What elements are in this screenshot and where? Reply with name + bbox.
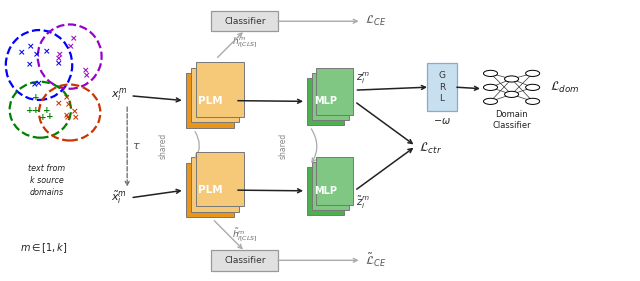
Text: $h_{i[CLS]}^m$: $h_{i[CLS]}^m$ xyxy=(232,36,257,50)
Text: +: + xyxy=(46,112,54,121)
Text: $-\omega$: $-\omega$ xyxy=(433,116,451,126)
Text: ×: × xyxy=(33,51,40,60)
Text: ×: × xyxy=(54,99,62,108)
Text: ×: × xyxy=(71,107,78,116)
Text: ×: × xyxy=(55,59,62,68)
FancyBboxPatch shape xyxy=(427,63,458,111)
Text: +: + xyxy=(31,93,39,102)
FancyBboxPatch shape xyxy=(196,152,244,206)
Circle shape xyxy=(483,70,497,76)
Text: ×: × xyxy=(72,113,79,122)
Circle shape xyxy=(504,91,518,98)
Text: +: + xyxy=(32,106,40,115)
Text: $z_i^m$: $z_i^m$ xyxy=(356,71,371,86)
Text: ×: × xyxy=(65,100,72,109)
Circle shape xyxy=(525,98,540,105)
FancyBboxPatch shape xyxy=(307,167,344,215)
Text: $m \in [1, k]$: $m \in [1, k]$ xyxy=(20,241,67,255)
Text: ×: × xyxy=(56,50,63,59)
Text: G
R
L: G R L xyxy=(438,71,445,103)
Text: ×: × xyxy=(55,54,63,63)
Text: MLP: MLP xyxy=(314,186,337,196)
Text: MLP: MLP xyxy=(314,96,337,106)
Circle shape xyxy=(525,84,540,90)
Text: ×: × xyxy=(83,71,90,80)
Text: ×: × xyxy=(81,67,89,76)
Text: ×: × xyxy=(18,48,26,57)
Text: ×: × xyxy=(30,80,38,89)
Text: +: + xyxy=(42,106,50,115)
Text: +: + xyxy=(39,113,47,123)
Text: $\mathcal{L}_{CE}$: $\mathcal{L}_{CE}$ xyxy=(365,14,386,28)
Text: text from
k source
domains: text from k source domains xyxy=(28,164,65,197)
FancyBboxPatch shape xyxy=(312,162,349,210)
FancyBboxPatch shape xyxy=(211,250,278,271)
Text: Classifier: Classifier xyxy=(224,17,266,26)
Text: shared: shared xyxy=(278,133,287,159)
Circle shape xyxy=(483,98,497,105)
Text: $\tilde{h}_{i[CLS]}^m$: $\tilde{h}_{i[CLS]}^m$ xyxy=(232,226,257,243)
FancyBboxPatch shape xyxy=(211,11,278,31)
FancyBboxPatch shape xyxy=(307,78,344,125)
Circle shape xyxy=(525,70,540,76)
Text: Classifier: Classifier xyxy=(224,256,266,265)
Text: $\tilde{\mathcal{L}}_{CE}$: $\tilde{\mathcal{L}}_{CE}$ xyxy=(365,251,386,269)
Text: PLM: PLM xyxy=(198,96,222,106)
FancyBboxPatch shape xyxy=(196,62,244,117)
Text: +: + xyxy=(26,106,33,115)
Text: ×: × xyxy=(70,35,77,44)
FancyBboxPatch shape xyxy=(312,72,349,120)
Text: PLM: PLM xyxy=(198,185,222,195)
Text: $\tilde{x}_i^m$: $\tilde{x}_i^m$ xyxy=(111,190,127,206)
Text: $\mathcal{L}_{dom}$: $\mathcal{L}_{dom}$ xyxy=(550,80,579,95)
Text: ×: × xyxy=(43,47,50,56)
Text: ×: × xyxy=(63,111,70,120)
FancyBboxPatch shape xyxy=(191,68,239,122)
Circle shape xyxy=(483,84,497,90)
Text: ×: × xyxy=(67,42,74,51)
Text: Domain
Classifier: Domain Classifier xyxy=(492,110,531,130)
Text: ×: × xyxy=(64,113,72,123)
FancyBboxPatch shape xyxy=(186,73,234,128)
Text: shared: shared xyxy=(159,132,168,158)
FancyBboxPatch shape xyxy=(186,163,234,217)
Text: $\mathcal{L}_{ctr}$: $\mathcal{L}_{ctr}$ xyxy=(419,141,442,157)
Text: ×: × xyxy=(63,93,70,102)
Text: $\tilde{z}_i^m$: $\tilde{z}_i^m$ xyxy=(356,195,371,211)
Text: ×: × xyxy=(27,42,34,51)
Text: ×: × xyxy=(26,60,33,69)
Text: ×: × xyxy=(35,80,43,89)
Text: $\tau$: $\tau$ xyxy=(132,141,140,151)
Circle shape xyxy=(504,76,518,82)
FancyBboxPatch shape xyxy=(191,157,239,212)
FancyBboxPatch shape xyxy=(316,157,353,205)
Text: $x_i^m$: $x_i^m$ xyxy=(111,86,127,103)
FancyBboxPatch shape xyxy=(316,67,353,115)
